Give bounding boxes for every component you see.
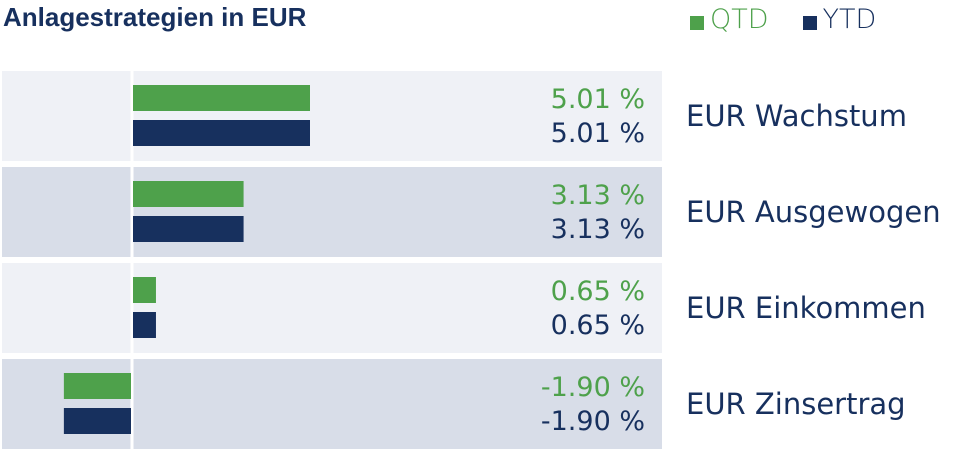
- legend-label-qtd: QTD: [710, 4, 769, 35]
- bar-ytd: [133, 216, 244, 242]
- bar-qtd: [133, 181, 244, 207]
- legend-item-qtd: QTD: [690, 4, 769, 35]
- legend-swatch-ytd: [802, 15, 817, 30]
- legend-item-ytd: YTD: [802, 4, 877, 35]
- value-label-qtd: 5.01 %: [551, 84, 645, 115]
- value-label-ytd: -1.90 %: [541, 406, 645, 437]
- bar-qtd: [133, 85, 310, 111]
- category-label: EUR Zinsertrag: [686, 387, 906, 421]
- bar-ytd: [133, 312, 156, 338]
- legend: QTD YTD: [690, 4, 910, 35]
- bar-qtd: [133, 277, 156, 303]
- category-label: EUR Ausgewogen: [686, 195, 941, 229]
- value-label-ytd: 3.13 %: [551, 214, 645, 245]
- value-label-qtd: 3.13 %: [551, 180, 645, 211]
- legend-swatch-qtd: [690, 15, 704, 30]
- chart-title: Anlagestrategien in EUR: [3, 2, 307, 32]
- row-background: [2, 71, 662, 161]
- value-label-qtd: 0.65 %: [551, 276, 645, 307]
- bar-ytd: [133, 120, 310, 146]
- category-label: EUR Wachstum: [686, 99, 907, 133]
- bar-qtd: [63, 373, 131, 399]
- value-label-ytd: 0.65 %: [551, 310, 645, 341]
- value-label-qtd: -1.90 %: [541, 372, 645, 403]
- legend-label-ytd: YTD: [822, 4, 877, 35]
- row-background: [2, 167, 662, 257]
- value-label-ytd: 5.01 %: [551, 118, 645, 149]
- category-label: EUR Einkommen: [686, 291, 926, 325]
- row-background: [2, 263, 662, 353]
- bar-ytd: [63, 408, 131, 434]
